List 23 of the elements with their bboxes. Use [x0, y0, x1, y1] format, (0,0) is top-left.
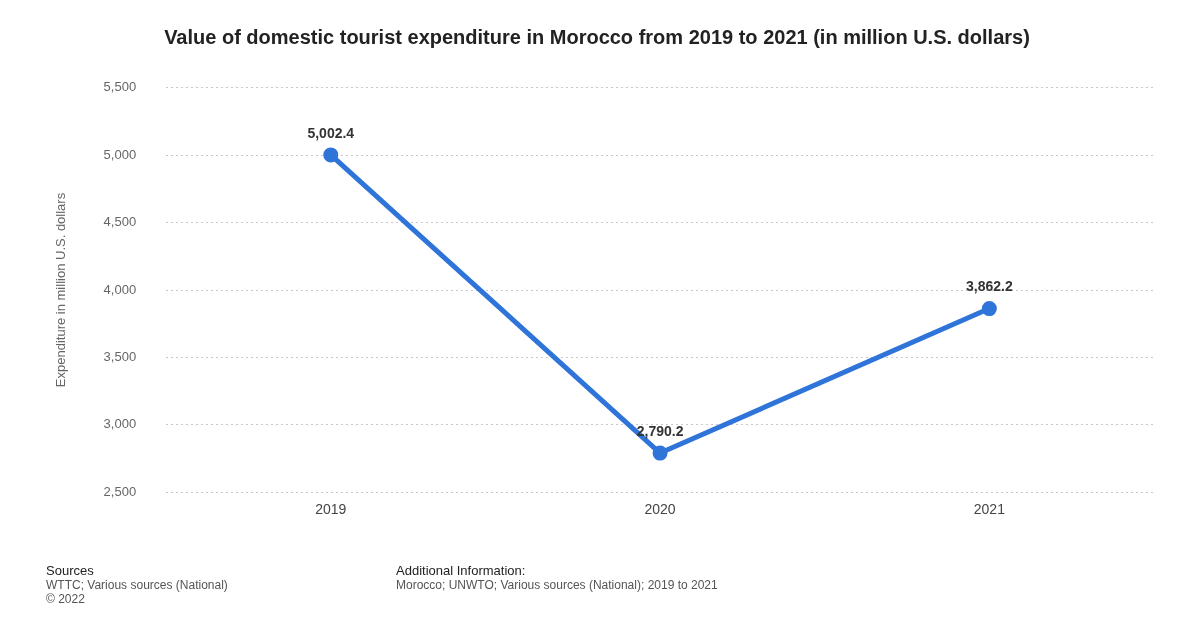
data-label: 3,862.2 — [966, 278, 1013, 295]
y-tick-label: 3,000 — [103, 416, 137, 432]
text: Additional Information: — [396, 563, 527, 578]
point — [323, 147, 339, 163]
x-tick-label: 2019 — [315, 501, 347, 518]
y-tick-label: 4,500 — [103, 214, 137, 230]
data-label: 5,002.4 — [307, 124, 355, 141]
text: Morocco; UNWTO; Various sources (National); 2019 to 2021 — [396, 578, 718, 592]
y-tick-label: 5,000 — [103, 146, 137, 162]
y-tick-label: 3,500 — [103, 348, 137, 364]
point — [652, 445, 668, 461]
text: WTTC; Various sources (National) — [46, 578, 229, 592]
y-tick-label: 2,500 — [103, 483, 137, 499]
y-tick-label: 4,000 — [103, 281, 137, 297]
x-tick-label: 2020 — [644, 501, 676, 518]
data-label: 2,790.2 — [636, 422, 684, 439]
x-tick-label: 2021 — [973, 501, 1006, 518]
text: © 2022 — [46, 592, 86, 606]
chart-title: Value of domestic tourist expenditure in Morocco from 2019 to 2021 (in million U.S. dollars) — [163, 25, 1031, 50]
y-axis-title: Expenditure in million U.S. dollars — [53, 192, 69, 388]
point — [981, 301, 997, 317]
y-tick-label: 5,500 — [103, 79, 137, 95]
text: Sources — [46, 563, 95, 578]
